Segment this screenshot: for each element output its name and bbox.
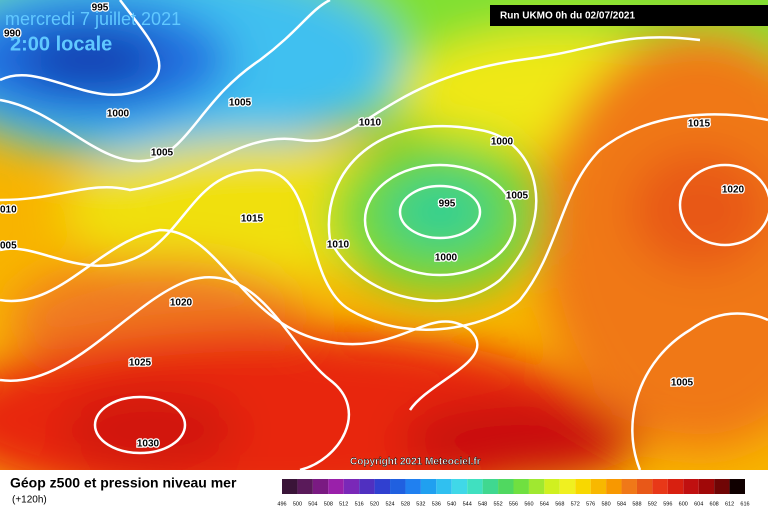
isobar-labels: 995 1000 1005 1005 1010 1000 995 1000 1005 1010 10… — [0, 1, 746, 451]
isobar-label: 1000 — [435, 253, 458, 264]
copyright: Copyright 2021 Meteociel.fr — [350, 457, 481, 468]
isobar-label: 1005 — [229, 98, 252, 109]
scale-swatch — [698, 479, 715, 494]
scale-swatch — [297, 479, 313, 494]
scale-swatch — [590, 479, 607, 494]
scale-swatch — [467, 479, 483, 494]
isobar-label: 1020 — [722, 185, 745, 196]
scale-swatch — [436, 479, 452, 494]
scale-tick-label: 576 — [586, 501, 595, 507]
scale-tick-label: 524 — [385, 501, 394, 507]
scale-swatch — [559, 479, 576, 494]
scale-tick-label: 564 — [540, 501, 549, 507]
scale-tick-label: 496 — [277, 501, 286, 507]
isobar-label: 1005 — [671, 378, 694, 389]
scale-swatch — [544, 479, 560, 494]
isobar-label: 1015 — [688, 119, 711, 130]
scale-tick-label: 616 — [740, 501, 749, 507]
isobar-label: 1005 — [506, 191, 529, 202]
color-scale: 496 500 504 508 512 516 520 524 528 532 536 540 544 5… — [277, 479, 750, 507]
scale-swatch — [636, 479, 653, 494]
run-label: Run UKMO 0h du 02/07/2021 — [500, 11, 635, 22]
scale-swatch — [420, 479, 437, 494]
scale-swatch — [343, 479, 360, 494]
scale-tick-label: 540 — [447, 501, 456, 507]
scale-swatch — [482, 479, 499, 494]
scale-tick-label: 548 — [478, 501, 487, 507]
scale-tick-label: 608 — [710, 501, 719, 507]
scale-tick-label: 588 — [632, 501, 641, 507]
scale-swatch — [714, 479, 730, 494]
run-box — [490, 5, 768, 26]
scale-swatch — [575, 479, 591, 494]
isobar-label: 1025 — [129, 358, 152, 369]
scale-tick-label: 516 — [355, 501, 364, 507]
isobar-label: 1010 — [359, 118, 382, 129]
isobar-label: 1000 — [491, 137, 514, 148]
scale-tick-label: 532 — [416, 501, 425, 507]
isobar-label: 005 — [0, 241, 17, 252]
scale-swatch — [498, 479, 514, 494]
scale-tick-label: 596 — [663, 501, 672, 507]
scale-tick-label: 508 — [324, 501, 333, 507]
scale-tick-label: 520 — [370, 501, 379, 507]
scale-tick-label: 556 — [509, 501, 518, 507]
scale-tick-label: 500 — [293, 501, 302, 507]
scale-tick-label: 612 — [725, 501, 734, 507]
isobar-label: 1010 — [327, 240, 350, 251]
scale-tick-label: 552 — [493, 501, 502, 507]
scale-swatch — [328, 479, 344, 494]
legend-lead: (+120h) — [12, 495, 47, 506]
isobar-label: 1030 — [137, 439, 160, 450]
scale-tick-label: 504 — [308, 501, 317, 507]
scale-swatch — [528, 479, 545, 494]
scale-swatch — [312, 479, 329, 494]
scale-tick-label: 512 — [339, 501, 348, 507]
scale-tick-label: 584 — [617, 501, 626, 507]
legend-title: Géop z500 et pression niveau mer — [10, 475, 237, 491]
scale-swatch — [282, 479, 298, 494]
scale-tick-label: 544 — [463, 501, 472, 507]
scale-swatch — [405, 479, 421, 494]
scale-swatch — [729, 479, 745, 494]
scale-swatch — [513, 479, 529, 494]
scale-tick-label: 560 — [524, 501, 533, 507]
map-title: mercredi 7 juillet 2021 — [5, 9, 181, 29]
isobar-label: 990 — [4, 29, 21, 40]
scale-tick-label: 536 — [432, 501, 441, 507]
scale-swatch — [390, 479, 406, 494]
isobar-label: 995 — [92, 3, 109, 14]
scale-tick-label: 572 — [571, 501, 580, 507]
map-subtitle: 2:00 locale — [10, 33, 112, 55]
scale-swatch — [667, 479, 684, 494]
isobar-label: 1005 — [151, 148, 174, 159]
scale-swatch — [683, 479, 699, 494]
isobar-label: 995 — [439, 199, 456, 210]
scale-swatch — [606, 479, 622, 494]
scale-swatch — [374, 479, 391, 494]
scale-swatch — [359, 479, 375, 494]
scale-swatch — [451, 479, 468, 494]
scale-tick-label: 600 — [679, 501, 688, 507]
isobar-lines — [0, 0, 768, 470]
scale-tick-label: 580 — [602, 501, 611, 507]
scale-tick-label: 568 — [555, 501, 564, 507]
isobar-label: 010 — [0, 205, 17, 216]
isobar-label: 1000 — [107, 109, 130, 120]
isobar-label: 1020 — [170, 298, 193, 309]
scale-tick-label: 604 — [694, 501, 703, 507]
scale-swatch — [652, 479, 668, 494]
scale-tick-label: 592 — [648, 501, 657, 507]
scale-swatch — [621, 479, 637, 494]
scale-tick-label: 528 — [401, 501, 410, 507]
isobar-label: 1015 — [241, 214, 264, 225]
